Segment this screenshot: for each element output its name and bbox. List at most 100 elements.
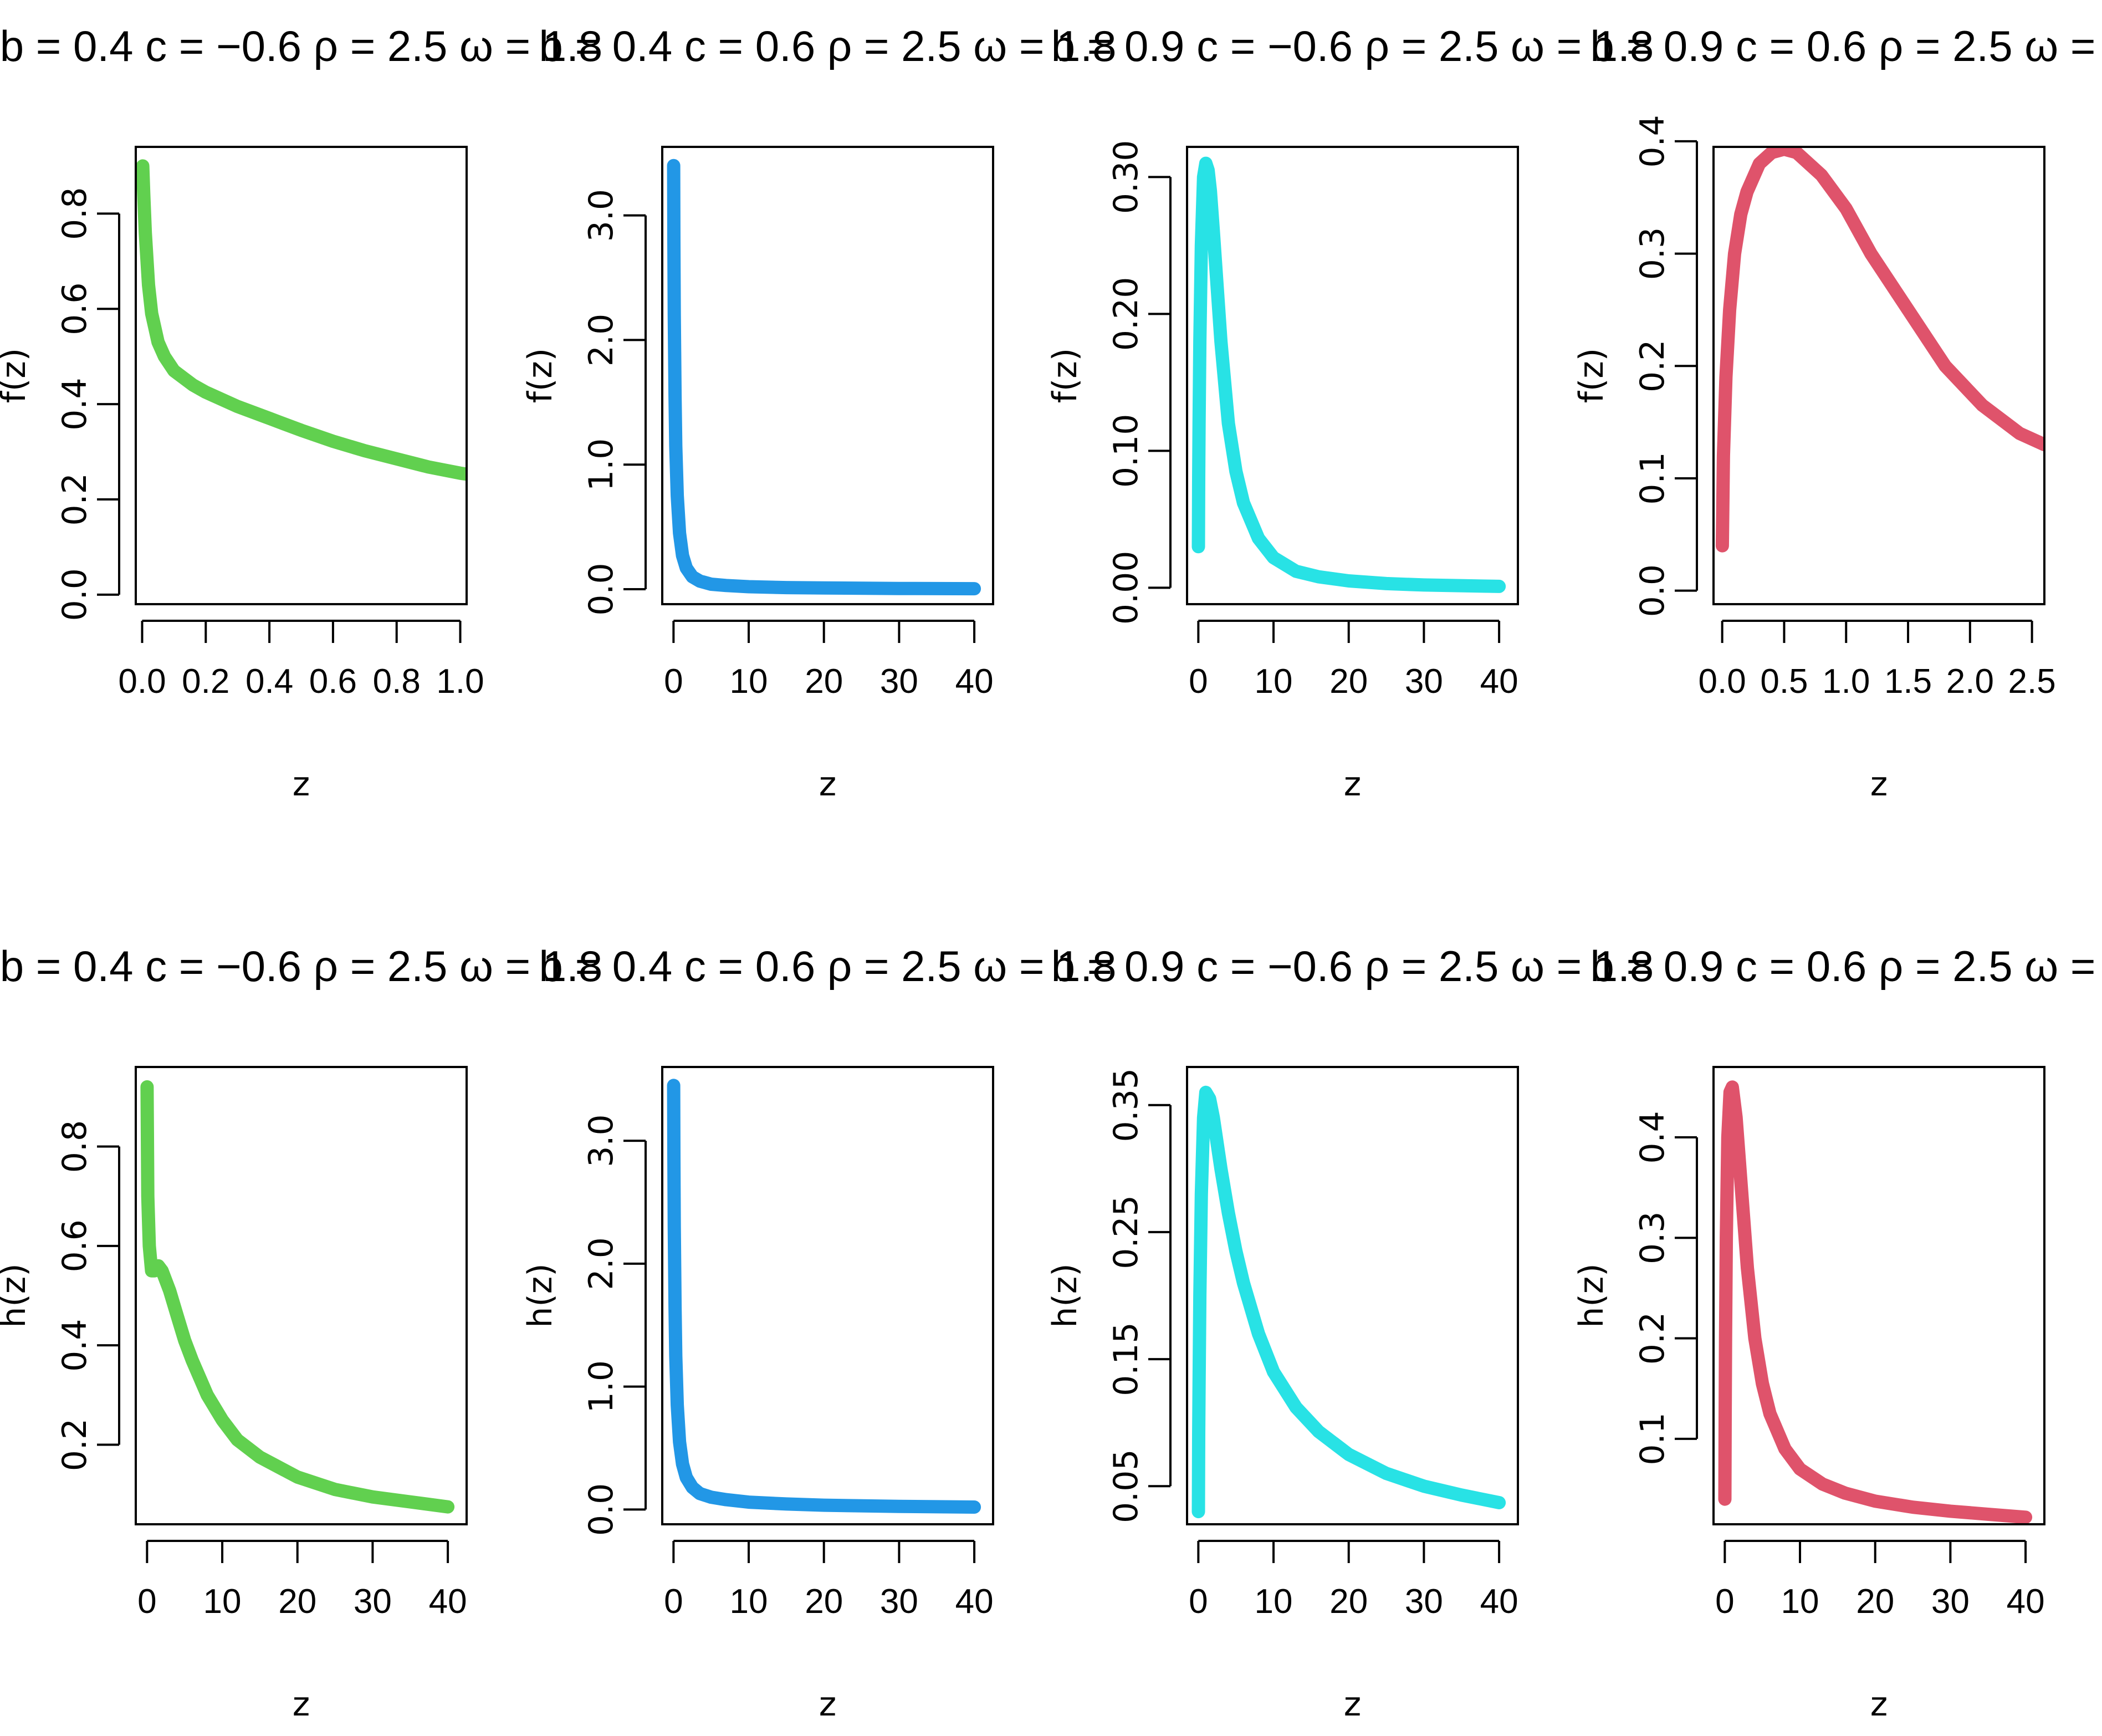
x-tick-label: 2.5 [2008, 662, 2056, 701]
y-tick-label: 0.05 [1107, 1449, 1145, 1523]
x-tick-label: 20 [278, 1582, 316, 1621]
y-tick-label: 0.6 [55, 282, 94, 335]
panel-8: b = 0.9 c = 0.6 ρ = 2.5 ω = 1.8 0 10 20 30 40… [1572, 942, 2102, 1724]
y-tick-label: 3.0 [582, 189, 621, 242]
plot-frame [661, 1066, 994, 1525]
panel-title: b = 0.9 c = −0.6 ρ = 2.5 ω = 1.8 [1051, 22, 1654, 70]
y-tick-label: 0.6 [55, 1219, 94, 1272]
x-axis-label: z [1870, 765, 1888, 804]
y-tick-label: 3.0 [582, 1114, 621, 1167]
plot-frame [1186, 146, 1519, 605]
y-tick-label: 0.3 [1633, 1212, 1672, 1264]
x-tick-label: 20 [805, 1582, 843, 1621]
x-tick-label: 0.8 [373, 662, 421, 701]
y-tick-label: 0.30 [1107, 140, 1145, 215]
data-line [140, 1080, 455, 1514]
data-line [1191, 156, 1506, 593]
x-axis-label: z [819, 765, 837, 804]
x-tick-label: 10 [730, 1582, 768, 1621]
x-axis-label: z [1344, 1685, 1362, 1724]
y-tick-label: 0.1 [1633, 452, 1672, 504]
y-tick-label: 0.2 [55, 473, 94, 525]
y-axis-label: h(z) [0, 1263, 33, 1327]
plot-frame [135, 1066, 468, 1525]
x-tick-label: 40 [955, 1582, 994, 1621]
panel-6: b = 0.4 c = 0.6 ρ = 2.5 ω = 1.8 0 10 20 30 40… [521, 942, 1116, 1724]
y-tick-label: 0.4 [1633, 1111, 1672, 1163]
panel-4: b = 0.9 c = 0.6 ρ = 2.5 ω = 1.8 0.0 0.5 1.0… [1572, 22, 2102, 804]
x-axis-label: z [1344, 765, 1362, 804]
y-tick-label: 0.20 [1107, 277, 1145, 351]
y-tick-label: 0.2 [1633, 1312, 1672, 1365]
y-axis-label: f(z) [0, 348, 33, 403]
plot-frame [135, 146, 468, 605]
y-tick-label: 0.2 [55, 1418, 94, 1471]
y-tick-label: 0.4 [55, 377, 94, 430]
data-line [667, 1079, 981, 1514]
y-tick-label: 0.3 [1633, 227, 1672, 280]
x-tick-label: 30 [1931, 1582, 1970, 1621]
x-axis-label: z [819, 1685, 837, 1724]
x-tick-label: 30 [880, 662, 918, 701]
x-tick-label: 20 [1329, 1582, 1368, 1621]
panel-1: b = 0.4 c = −0.6 ρ = 2.5 ω = 1.8 0.0 0.2 0.… [0, 22, 602, 804]
x-tick-label: 0 [137, 1582, 156, 1621]
plot-frame [1712, 1066, 2045, 1525]
x-tick-label: 10 [1255, 662, 1293, 701]
y-tick-label: 0.0 [582, 563, 621, 615]
x-tick-label: 40 [2007, 1582, 2045, 1621]
x-tick-label: 1.5 [1884, 662, 1932, 701]
data-line [136, 159, 467, 481]
x-tick-label: 10 [203, 1582, 242, 1621]
y-tick-label: 0.8 [55, 187, 94, 240]
x-tick-label: 20 [1329, 662, 1368, 701]
data-line [1191, 1085, 1506, 1519]
y-tick-label: 1.0 [582, 1360, 621, 1413]
x-axis-label: z [1870, 1685, 1888, 1724]
y-tick-label: 0.0 [582, 1483, 621, 1536]
y-tick-label: 0.8 [55, 1120, 94, 1173]
panel-title: b = 0.4 c = −0.6 ρ = 2.5 ω = 1.8 [0, 942, 602, 990]
x-tick-label: 10 [1255, 1582, 1293, 1621]
panel-title: b = 0.4 c = −0.6 ρ = 2.5 ω = 1.8 [0, 22, 602, 70]
y-tick-label: 0.1 [1633, 1412, 1672, 1465]
y-axis-label: f(z) [521, 348, 560, 403]
y-tick-label: 0.0 [55, 568, 94, 621]
x-tick-label: 30 [1405, 1582, 1443, 1621]
x-tick-label: 10 [730, 662, 768, 701]
y-tick-label: 0.0 [1633, 564, 1672, 617]
data-line [1715, 147, 2044, 553]
panel-3: b = 0.9 c = −0.6 ρ = 2.5 ω = 1.8 0 10 20 30 4… [1046, 22, 1654, 804]
x-tick-label: 0.0 [1699, 662, 1746, 701]
x-tick-label: 0.6 [309, 662, 357, 701]
x-tick-label: 30 [1405, 662, 1443, 701]
panel-7: b = 0.9 c = −0.6 ρ = 2.5 ω = 1.8 0 10 20 30 4… [1046, 942, 1654, 1724]
x-tick-label: 30 [354, 1582, 392, 1621]
panel-5: b = 0.4 c = −0.6 ρ = 2.5 ω = 1.8 0 10 20 30 4… [0, 942, 602, 1724]
panel-title: b = 0.9 c = 0.6 ρ = 2.5 ω = 1.8 [1590, 22, 2102, 70]
y-tick-label: 0.35 [1107, 1068, 1145, 1142]
panel-title: b = 0.9 c = −0.6 ρ = 2.5 ω = 1.8 [1051, 942, 1654, 990]
x-tick-label: 20 [805, 662, 843, 701]
x-tick-label: 2.0 [1946, 662, 1994, 701]
x-axis-label: z [293, 765, 310, 804]
x-tick-label: 40 [1480, 1582, 1518, 1621]
data-line [1718, 1080, 2033, 1524]
x-tick-label: 10 [1781, 1582, 1819, 1621]
panel-title: b = 0.4 c = 0.6 ρ = 2.5 ω = 1.8 [539, 22, 1117, 70]
y-tick-label: 0.25 [1107, 1195, 1145, 1269]
x-tick-label: 0.5 [1760, 662, 1808, 701]
plot-frame [661, 146, 994, 605]
plot-frame [1712, 146, 2045, 605]
y-axis-label: f(z) [1046, 348, 1085, 403]
x-tick-label: 0 [1189, 662, 1208, 701]
x-tick-label: 0.2 [182, 662, 229, 701]
x-tick-label: 1.0 [436, 662, 484, 701]
y-tick-label: 2.0 [582, 1237, 621, 1290]
x-tick-label: 1.0 [1822, 662, 1870, 701]
x-tick-label: 20 [1856, 1582, 1894, 1621]
x-tick-label: 0 [664, 1582, 683, 1621]
plot-frame [1186, 1066, 1519, 1525]
panel-2: b = 0.4 c = 0.6 ρ = 2.5 ω = 1.8 0 10 20 30 40… [521, 22, 1116, 804]
y-tick-label: 0.2 [1633, 340, 1672, 392]
